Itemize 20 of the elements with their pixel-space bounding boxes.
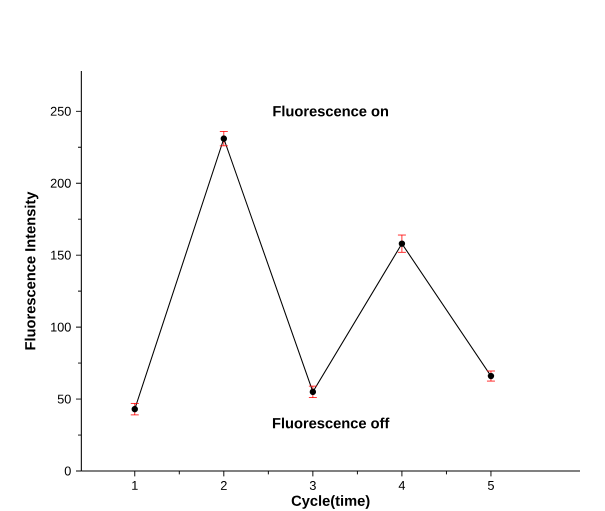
y-tick-label: 100 — [51, 322, 71, 332]
point — [220, 135, 228, 142]
y-tick-label: 50 — [58, 394, 71, 404]
point — [132, 406, 138, 412]
y-tick-label: 0 — [64, 466, 71, 476]
y-axis-title: Fluorescence Intensity — [24, 192, 38, 350]
y-tick-label: 200 — [50, 178, 71, 188]
annotation: Fluorescence on — [273, 106, 388, 116]
y-tick-label: 150 — [51, 250, 71, 260]
x-axis-title: Cycle(time) — [292, 495, 370, 509]
y-tick-label: 250 — [50, 106, 71, 116]
x-tick-label: 4 — [398, 481, 406, 490]
point — [310, 388, 316, 396]
annotation: Fluorescence off — [272, 418, 390, 428]
point — [398, 240, 406, 247]
x-tick-label: 5 — [488, 481, 494, 490]
point — [488, 372, 494, 380]
x-tick-label: 3 — [310, 481, 316, 490]
x-tick-label: 1 — [132, 481, 138, 490]
x-tick-label: 2 — [220, 481, 227, 490]
